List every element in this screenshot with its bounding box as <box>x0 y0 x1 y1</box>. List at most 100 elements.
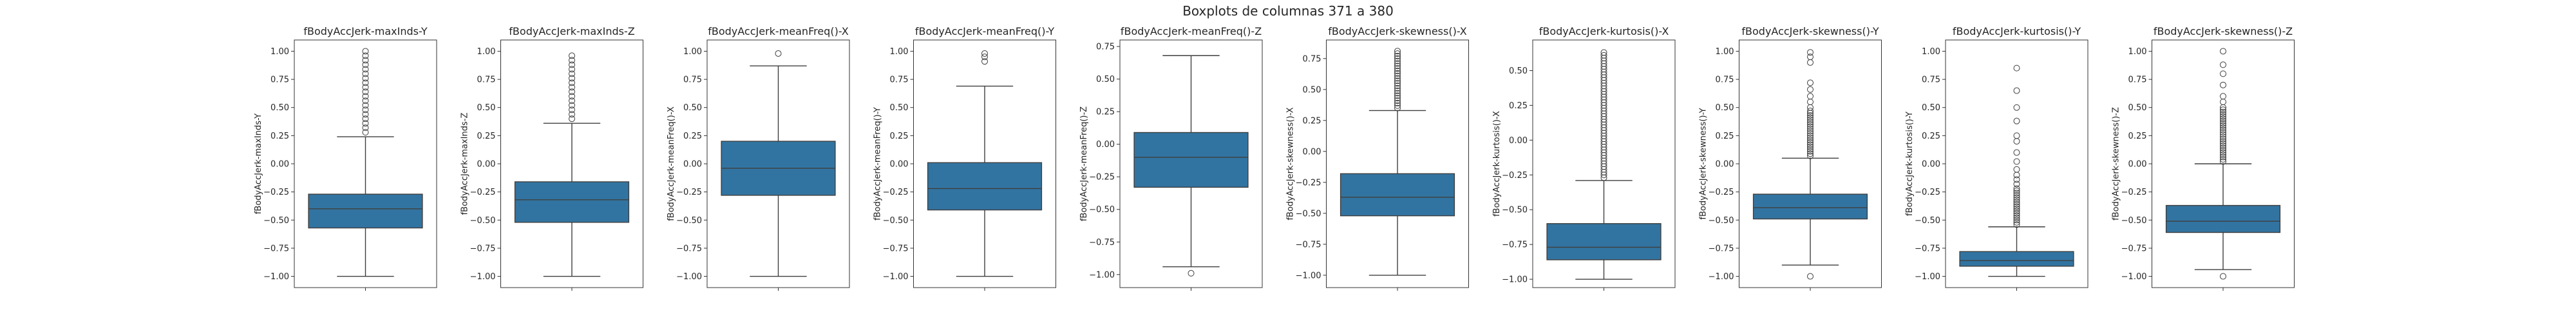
y-tick-label: −1.00 <box>883 272 909 282</box>
y-tick-label: −0.25 <box>1915 188 1940 197</box>
outlier-point <box>1807 128 1814 135</box>
outlier-point <box>2220 120 2226 127</box>
outlier-point <box>2013 212 2020 219</box>
outlier-point <box>362 88 369 95</box>
y-axis-label: fBodyAccJerk-skewness()-X <box>1286 107 1296 220</box>
iqr-box <box>1959 251 2074 267</box>
y-axis-label: fBodyAccJerk-maxInds-Z <box>460 113 470 215</box>
iqr-box <box>1133 132 1249 188</box>
outlier-point <box>1807 99 1814 105</box>
outlier-point <box>569 75 575 82</box>
subplot-title: fBodyAccJerk-kurtosis()-X <box>1539 25 1669 37</box>
outlier-point <box>2220 93 2226 100</box>
y-tick-label: 0.50 <box>890 103 909 113</box>
y-tick-label: 0.25 <box>477 132 496 141</box>
outlier-point <box>2220 147 2226 154</box>
y-tick-label: 0.50 <box>1303 85 1321 95</box>
outlier-point <box>1807 141 1814 148</box>
outlier-point <box>362 93 369 100</box>
outlier-point <box>2013 87 2020 94</box>
y-tick-label: 0.00 <box>683 160 702 170</box>
subplot-8: fBodyAccJerk-skewness()-Y fBodyAccJerk-sk… <box>1699 25 1882 291</box>
outlier-point <box>1807 137 1814 144</box>
outlier-point <box>1394 60 1401 67</box>
y-tick-label: 1.00 <box>477 47 496 57</box>
outlier-point <box>569 97 575 104</box>
subplot-title: fBodyAccJerk-meanFreq()-Y <box>915 25 1054 37</box>
outlier-point <box>362 75 369 82</box>
y-tick-label: 0.75 <box>2128 75 2147 85</box>
y-tick-label: −0.50 <box>1502 206 1528 215</box>
outlier-point <box>1394 87 1401 94</box>
subplot-title: fBodyAccJerk-skewness()-Z <box>2154 25 2293 37</box>
y-tick-label: 0.75 <box>683 75 702 85</box>
axes-frame <box>913 39 1056 288</box>
outlier-point <box>2220 111 2226 118</box>
iqr-box <box>308 193 423 229</box>
outlier-point <box>2220 81 2226 88</box>
y-tick-label: 0.75 <box>1096 43 1115 52</box>
outlier-point <box>1807 150 1814 157</box>
y-tick-label: −0.75 <box>1089 238 1115 248</box>
outlier-point <box>1394 77 1401 84</box>
axes-frame <box>1739 39 1882 288</box>
outlier-point <box>1600 49 1607 56</box>
y-tick-label: 0.50 <box>1922 103 1940 113</box>
y-tick-label: 0.00 <box>1509 136 1528 146</box>
y-tick-label: −1.00 <box>1296 271 1321 281</box>
outlier-point <box>569 111 575 118</box>
outlier-point <box>2220 158 2226 165</box>
outlier-point <box>2220 113 2226 120</box>
outlier-point <box>362 115 369 123</box>
outlier-point <box>1807 54 1814 61</box>
outlier-point <box>2220 135 2226 143</box>
outlier-point <box>1807 114 1814 121</box>
outlier-point <box>1807 148 1814 155</box>
axes-frame <box>1119 39 1263 288</box>
outlier-point <box>362 102 369 109</box>
outlier-point <box>1807 112 1814 119</box>
y-tick-label: −0.75 <box>1709 244 1734 253</box>
outlier-point <box>569 88 575 95</box>
y-tick-label: 0.25 <box>1096 108 1115 117</box>
y-tick-label: 1.00 <box>1716 47 1734 57</box>
outlier-point <box>569 84 575 91</box>
outlier-point <box>1807 273 1814 280</box>
y-tick-label: 0.00 <box>477 160 496 170</box>
subplot-10: fBodyAccJerk-skewness()-Z fBodyAccJerk-sk… <box>2112 25 2295 291</box>
iqr-box <box>1752 193 1868 220</box>
y-tick-label: 0.00 <box>1096 140 1115 150</box>
y-tick-label: 0.00 <box>890 160 909 170</box>
y-tick-label: −0.50 <box>1296 209 1321 219</box>
y-tick-label: −1.00 <box>2121 272 2147 282</box>
outlier-point <box>1394 102 1401 109</box>
outlier-point <box>1394 75 1401 82</box>
outlier-point <box>1394 72 1401 79</box>
outlier-point <box>2013 185 2020 192</box>
outlier-point <box>2220 152 2226 159</box>
y-tick-label: 0.25 <box>1716 132 1734 141</box>
y-tick-label: −0.25 <box>1502 171 1528 181</box>
outlier-point <box>2220 149 2226 156</box>
outlier-point <box>1807 123 1814 130</box>
y-tick-label: 1.00 <box>1922 47 1940 57</box>
subplot-title: fBodyAccJerk-meanFreq()-X <box>708 25 849 37</box>
outlier-point <box>2013 149 2020 156</box>
outlier-point <box>362 97 369 104</box>
outlier-point <box>2013 219 2020 226</box>
outlier-point <box>1807 121 1814 128</box>
outlier-point <box>2013 203 2020 210</box>
outlier-point <box>1394 65 1401 72</box>
outlier-point <box>2220 126 2226 133</box>
outlier-point <box>362 129 369 136</box>
outlier-point <box>1394 92 1401 99</box>
y-tick-label: −0.75 <box>676 244 702 253</box>
y-tick-label: 0.50 <box>1716 103 1734 113</box>
y-tick-label: 0.25 <box>890 132 909 141</box>
outlier-point <box>1807 79 1814 86</box>
outlier-point <box>1394 83 1401 90</box>
outlier-point <box>362 48 369 55</box>
outlier-point <box>2013 196 2020 203</box>
y-axis-label: fBodyAccJerk-maxInds-Y <box>254 113 263 214</box>
